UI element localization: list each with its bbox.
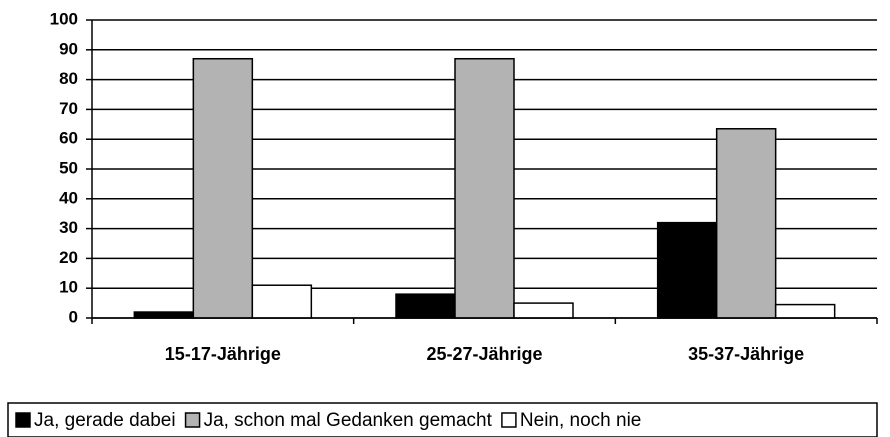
bar [656,221,718,319]
legend-swatch [184,412,201,428]
legend-swatch [15,412,31,428]
bar [192,57,254,319]
y-tick-label: 80 [59,69,78,88]
x-tick-label: 15-17-Jährige [165,344,281,364]
bar [251,284,313,319]
y-tick-label: 100 [50,9,78,28]
bar [715,128,777,319]
y-tick-label: 70 [59,99,78,118]
bar [774,303,836,319]
legend-label: Ja, schon mal Gedanken gemacht [204,410,493,431]
y-tick-label: 90 [59,39,78,58]
legend-box [7,402,878,437]
bar [454,57,515,319]
y-tick-label: 40 [59,188,78,207]
bar [133,311,195,319]
x-tick-label: 25-27-Jährige [426,344,542,364]
legend-label: Nein, noch nie [520,410,641,431]
y-tick-label: 50 [59,158,78,177]
bar [513,302,574,319]
y-tick-label: 10 [59,278,78,297]
legend-swatch [501,412,517,428]
x-tick-label: 35-37-Jährige [688,344,804,364]
bar [395,293,456,319]
y-tick-label: 60 [59,129,78,148]
y-tick-label: 30 [59,218,78,237]
legend-label: Ja, gerade dabei [34,410,176,431]
y-tick-label: 0 [69,307,78,326]
y-tick-label: 20 [59,248,78,267]
